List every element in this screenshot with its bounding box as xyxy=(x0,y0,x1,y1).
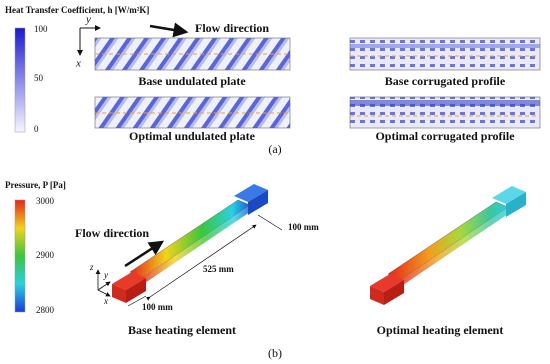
image-caption: Optimal heating element xyxy=(377,323,504,337)
inlet-block xyxy=(112,284,126,303)
heating-element xyxy=(112,184,268,303)
axis-label: z xyxy=(89,262,94,272)
profile-band xyxy=(350,44,540,48)
colorbar-tick: 100 xyxy=(34,24,48,34)
dimension-line xyxy=(257,214,283,231)
outlet-block xyxy=(492,186,526,204)
inlet-block xyxy=(384,280,404,305)
axis-label: x xyxy=(103,296,108,306)
inlet-block xyxy=(126,278,146,303)
heating-element xyxy=(370,186,526,305)
colorbar-tick: 3000 xyxy=(36,196,55,206)
colorbar-tick: 2900 xyxy=(36,250,55,260)
outlet-block xyxy=(248,190,268,215)
colorbar-title: Heat Transfer Coefficient, h [W/m²K] xyxy=(5,5,149,15)
inlet-block xyxy=(370,274,404,292)
axis-arrow xyxy=(97,289,111,297)
profile-band xyxy=(350,100,540,106)
image-caption: Optimal corrugated profile xyxy=(375,129,515,143)
panel-label: (b) xyxy=(268,346,282,360)
dimension-label: 100 mm xyxy=(142,302,173,312)
axis-label: x xyxy=(75,58,81,70)
flow-arrow xyxy=(149,22,189,38)
dimension-label: 100 mm xyxy=(288,222,319,232)
dimension-line xyxy=(127,295,147,307)
colorbar xyxy=(14,27,26,133)
image-caption: Base undulated plate xyxy=(138,74,246,88)
colorbar-tick: 0 xyxy=(34,124,39,134)
image-caption: Base heating element xyxy=(128,323,236,337)
panel-label: (a) xyxy=(268,142,281,156)
colorbar-title: Pressure, P [Pa] xyxy=(5,180,66,190)
outlet-block xyxy=(506,192,526,217)
axis-label: y xyxy=(85,14,91,26)
image-caption: Base corrugated profile xyxy=(385,74,506,88)
inlet-block xyxy=(112,272,146,290)
image-caption: Optimal undulated plate xyxy=(129,129,256,143)
colorbar-tick: 50 xyxy=(34,73,44,83)
colorbar xyxy=(14,199,26,313)
flow-label: Flow direction xyxy=(195,21,269,35)
dimension-label: 525 mm xyxy=(203,264,234,274)
flow-label: Flow direction xyxy=(75,226,149,240)
element-top xyxy=(387,201,509,281)
axis-arrow xyxy=(97,281,111,291)
outlet-block xyxy=(234,184,268,202)
dimension-line xyxy=(145,224,257,301)
inlet-block xyxy=(370,286,384,305)
profile-image xyxy=(349,37,541,71)
colorbar-tick: 2800 xyxy=(36,305,55,315)
element-side xyxy=(400,207,508,287)
axis-label: y xyxy=(103,270,108,280)
